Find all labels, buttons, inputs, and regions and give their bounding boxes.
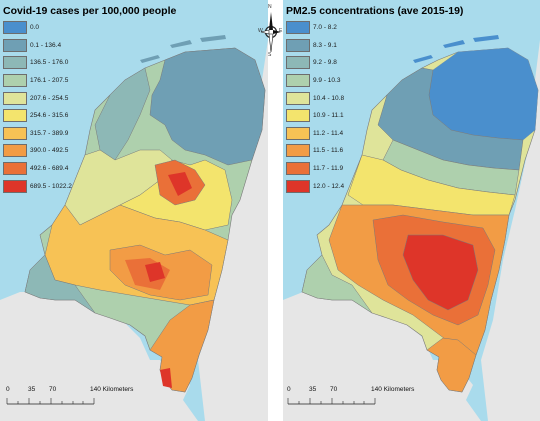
legend-item: 315.7 - 389.9 (3, 125, 72, 143)
legend-swatch (3, 126, 27, 140)
legend-swatch (3, 74, 27, 88)
legend-label: 254.6 - 315.6 (30, 112, 69, 120)
legend-item: 0.1 - 136.4 (3, 37, 72, 55)
legend-swatch (286, 74, 310, 88)
legend-label: 8.3 - 9.1 (313, 41, 337, 49)
legend-label: 11.7 - 11.9 (313, 165, 344, 173)
legend-item: 689.5 - 1022.2 (3, 177, 72, 195)
legend-label: 136.5 - 176.0 (30, 59, 69, 67)
compass-rose (260, 12, 281, 53)
legend-item: 0.0 (3, 19, 72, 37)
legend-swatch (3, 91, 27, 105)
legend-swatch (286, 144, 310, 158)
pm25-legend: 7.0 - 8.2 8.3 - 9.1 9.2 - 9.8 9.9 - 10.3… (286, 19, 344, 195)
scale-bar: 0 35 70 140 Kilometers (287, 386, 427, 415)
legend-swatch (286, 109, 310, 123)
legend-label: 12.0 - 12.4 (313, 182, 345, 190)
legend-item: 11.5 - 11.6 (286, 142, 344, 160)
legend-item: 9.9 - 10.3 (286, 72, 344, 90)
scale-label: 35 (28, 386, 36, 393)
legend-item: 10.9 - 11.1 (286, 107, 344, 125)
covid-map-title: Covid-19 cases per 100,000 people (3, 5, 177, 17)
legend-swatch (286, 38, 310, 52)
legend-swatch (3, 38, 27, 52)
legend-label: 0.1 - 136.4 (30, 41, 62, 49)
legend-swatch (286, 56, 310, 70)
legend-label: 9.2 - 9.8 (313, 59, 337, 67)
legend-label: 10.4 - 10.8 (313, 94, 345, 102)
neighbour-land (283, 0, 540, 421)
compass-icon: N W E S (258, 4, 284, 60)
legend-item: 136.5 - 176.0 (3, 54, 72, 72)
legend-item: 254.6 - 315.6 (3, 107, 72, 125)
scale-label: 140 Kilometers (90, 386, 134, 393)
scale-label: 0 (6, 386, 10, 393)
legend-swatch (286, 162, 310, 176)
legend-label: 10.9 - 11.1 (313, 112, 344, 120)
scale-label: 35 (309, 386, 317, 393)
compass-n: N (268, 4, 272, 10)
legend-item: 176.1 - 207.5 (3, 72, 72, 90)
scale-label: 70 (49, 386, 57, 393)
scale-bar: 0 35 70 140 Kilometers (6, 386, 146, 415)
legend-item: 492.6 - 689.4 (3, 160, 72, 178)
legend-swatch (3, 21, 27, 35)
legend-item: 390.0 - 492.5 (3, 142, 72, 160)
legend-item: 9.2 - 9.8 (286, 54, 344, 72)
panel-divider (268, 0, 283, 421)
compass-w: W (258, 28, 263, 34)
covid-map (0, 0, 268, 421)
legend-swatch (286, 179, 310, 193)
legend-swatch (3, 56, 27, 70)
scale-label: 70 (330, 386, 338, 393)
legend-swatch (3, 179, 27, 193)
legend-item: 207.6 - 254.5 (3, 89, 72, 107)
legend-label: 0.0 (30, 24, 40, 32)
legend-item: 11.2 - 11.4 (286, 125, 344, 143)
compass-s: S (268, 52, 272, 58)
legend-item: 7.0 - 8.2 (286, 19, 344, 37)
scale-ruler (6, 398, 95, 405)
legend-label: 492.6 - 689.4 (30, 165, 69, 173)
covid-map-panel: Covid-19 cases per 100,000 people 0.0 0.… (0, 0, 268, 421)
legend-label: 207.6 - 254.5 (30, 94, 69, 102)
legend-item: 11.7 - 11.9 (286, 160, 344, 178)
pm25-map (283, 0, 540, 421)
legend-swatch (3, 109, 27, 123)
legend-swatch (3, 144, 27, 158)
legend-item: 8.3 - 9.1 (286, 37, 344, 55)
pm25-map-panel: PM2.5 concentrations (ave 2015-19) 7.0 -… (283, 0, 540, 421)
legend-swatch (286, 91, 310, 105)
scale-ruler (287, 398, 376, 405)
legend-label: 9.9 - 10.3 (313, 77, 341, 85)
legend-swatch (286, 21, 310, 35)
legend-label: 315.7 - 389.9 (30, 129, 69, 137)
legend-label: 11.2 - 11.4 (313, 129, 344, 137)
covid-legend: 0.0 0.1 - 136.4 136.5 - 176.0 176.1 - 20… (3, 19, 72, 195)
neighbour-land (0, 0, 268, 421)
scale-label: 140 Kilometers (371, 386, 415, 393)
legend-label: 689.5 - 1022.2 (30, 182, 72, 190)
legend-swatch (3, 162, 27, 176)
scale-label: 0 (287, 386, 291, 393)
legend-label: 11.5 - 11.6 (313, 147, 344, 155)
legend-label: 176.1 - 207.5 (30, 77, 69, 85)
legend-label: 7.0 - 8.2 (313, 24, 337, 32)
compass-e: E (279, 28, 283, 34)
legend-label: 390.0 - 492.5 (30, 147, 69, 155)
legend-item: 12.0 - 12.4 (286, 177, 344, 195)
pm25-map-title: PM2.5 concentrations (ave 2015-19) (286, 5, 464, 17)
legend-swatch (286, 126, 310, 140)
legend-item: 10.4 - 10.8 (286, 89, 344, 107)
